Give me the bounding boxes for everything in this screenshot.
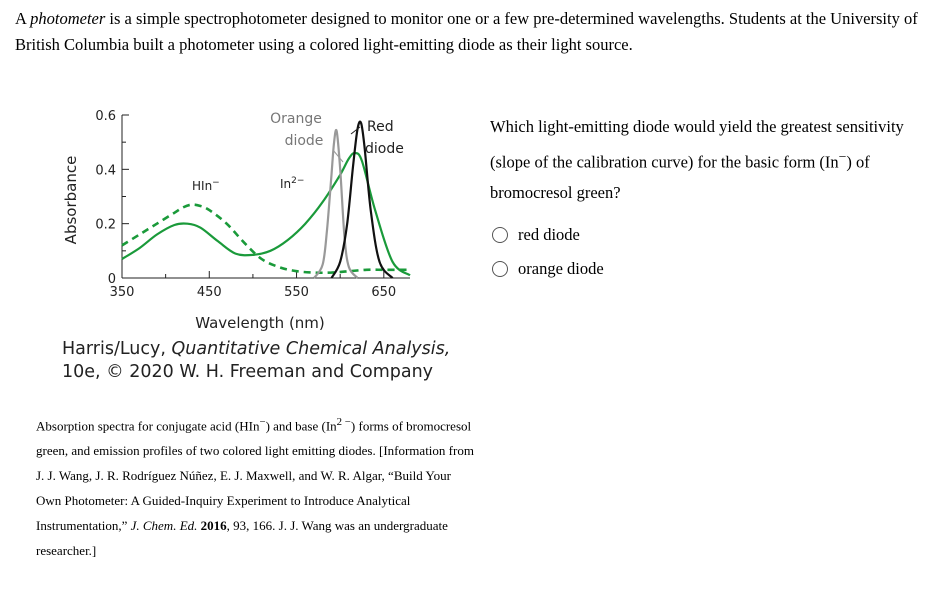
caption-journal: J. Chem. Ed.: [130, 518, 198, 534]
series-orange-diode: [313, 128, 359, 279]
chart-labels: Absorbance Wavelength (nm) HIn− In2− Ora…: [62, 111, 404, 332]
credit-line1: Harris/Lucy, Quantitative Chemical Analy…: [62, 338, 482, 361]
y-axis-label: Absorbance: [62, 156, 80, 245]
x-tick-label: 350: [110, 285, 135, 300]
annotation-red-line2: diode: [365, 141, 404, 157]
y-tick-label: 0.4: [95, 163, 116, 178]
caption-part4: , 93, 166. J. J. Wang was an undergradua…: [36, 518, 448, 559]
option-orange-diode-label: orange diode: [518, 259, 604, 278]
radio-orange-diode[interactable]: [492, 261, 508, 277]
y-tick-label: 0.2: [95, 218, 116, 233]
intro-rest: is a simple spectrophotometer designed t…: [15, 9, 918, 54]
x-tick-label: 650: [371, 285, 396, 300]
question-sup: −: [838, 149, 847, 164]
y-tick-label: 0: [108, 272, 116, 287]
absorbance-chart: 0 0.2 0.4 0.6 350 450 550 650 Absorbance Wavele…: [62, 109, 411, 332]
annotation-hin-sup: −: [212, 178, 220, 188]
x-tick-label: 450: [197, 285, 222, 300]
intro-term: photometer: [30, 9, 106, 28]
question-text: Which light-emitting diode would yield t…: [490, 112, 910, 208]
annotation-orange-line2: diode: [285, 133, 324, 149]
caption-sup1: −: [259, 416, 266, 428]
figure-caption: Absorption spectra for conjugate acid (H…: [36, 410, 476, 563]
question-part1: Which light-emitting diode would yield t…: [490, 117, 904, 172]
option-orange-diode[interactable]: orange diode: [492, 252, 604, 286]
annotation-in: In2−: [280, 176, 304, 191]
annotation-hin: HIn−: [192, 178, 220, 193]
annotation-in-base: In: [280, 177, 291, 191]
credit-book: Quantitative Chemical Analysis,: [171, 339, 451, 359]
figure-credit: Harris/Lucy, Quantitative Chemical Analy…: [62, 338, 482, 384]
caption-part3: ) forms of bromocresol green, and emissi…: [36, 418, 474, 534]
caption-part2: ) and base (In: [265, 418, 337, 434]
x-tick-label: 550: [284, 285, 309, 300]
annotation-hin-base: HIn: [192, 179, 212, 193]
intro-lead: A: [15, 9, 31, 28]
caption-part1: Absorption spectra for conjugate acid (H…: [36, 418, 260, 434]
series-hin-dashed: [121, 203, 410, 275]
caption-year: 2016: [200, 518, 227, 534]
option-red-diode[interactable]: red diode: [492, 218, 604, 252]
y-tick-label: 0.6: [95, 109, 116, 124]
x-axis-label: Wavelength (nm): [195, 314, 325, 332]
series-in2-solid: [121, 151, 411, 277]
credit-authors: Harris/Lucy,: [62, 339, 172, 359]
annotation-orange-line1: Orange: [270, 111, 322, 127]
annotation-red-line1: Red: [367, 119, 394, 135]
question-part2: ) of bromocresol green?: [490, 152, 870, 202]
chart-series: [121, 120, 411, 279]
orange-leader-line: [332, 149, 344, 163]
red-leader-line: [350, 126, 361, 135]
series-red-diode: [330, 120, 394, 279]
annotation-in-sup: 2−: [291, 176, 304, 186]
chart-axes: 0 0.2 0.4 0.6 350 450 550 650: [95, 109, 410, 300]
intro-paragraph: A photometer is a simple spectrophotomet…: [15, 6, 925, 58]
credit-line2: 10e, © 2020 W. H. Freeman and Company: [62, 362, 434, 382]
caption-sup2: 2 −: [336, 416, 351, 428]
option-red-diode-label: red diode: [518, 225, 580, 244]
radio-red-diode[interactable]: [492, 227, 508, 243]
answer-options: red diode orange diode: [492, 218, 604, 286]
